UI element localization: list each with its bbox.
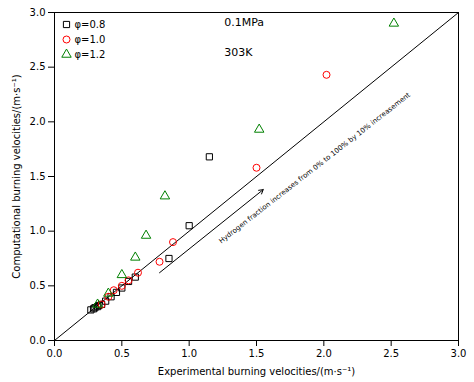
svg-text:0.5: 0.5 xyxy=(114,348,130,359)
svg-text:3.0: 3.0 xyxy=(451,348,467,359)
svg-text:1.0: 1.0 xyxy=(181,348,197,359)
svg-text:2.0: 2.0 xyxy=(316,348,332,359)
svg-text:3.0: 3.0 xyxy=(30,7,46,18)
svg-text:Computational burning velociti: Computational burning velocities/(m·s⁻¹) xyxy=(11,74,22,278)
svg-text:Hydrogen fraction increases fr: Hydrogen fraction increases from 0% to 1… xyxy=(217,91,412,246)
svg-text:0.0: 0.0 xyxy=(47,348,63,359)
svg-text:1.0: 1.0 xyxy=(30,225,46,236)
svg-text:Experimental burning velocitie: Experimental burning velocities/(m·s⁻¹) xyxy=(158,366,355,377)
svg-text:2.0: 2.0 xyxy=(30,116,46,127)
svg-text:303K: 303K xyxy=(224,46,253,59)
svg-text:0.0: 0.0 xyxy=(30,335,46,346)
svg-text:φ=1.0: φ=1.0 xyxy=(75,34,106,45)
svg-text:2.5: 2.5 xyxy=(30,61,46,72)
svg-text:0.5: 0.5 xyxy=(30,280,46,291)
svg-text:φ=0.8: φ=0.8 xyxy=(75,19,106,30)
svg-text:1.5: 1.5 xyxy=(249,348,265,359)
svg-text:2.5: 2.5 xyxy=(383,348,399,359)
svg-text:0.1MPa: 0.1MPa xyxy=(224,16,264,29)
svg-text:φ=1.2: φ=1.2 xyxy=(75,49,106,60)
svg-text:1.5: 1.5 xyxy=(30,171,46,182)
